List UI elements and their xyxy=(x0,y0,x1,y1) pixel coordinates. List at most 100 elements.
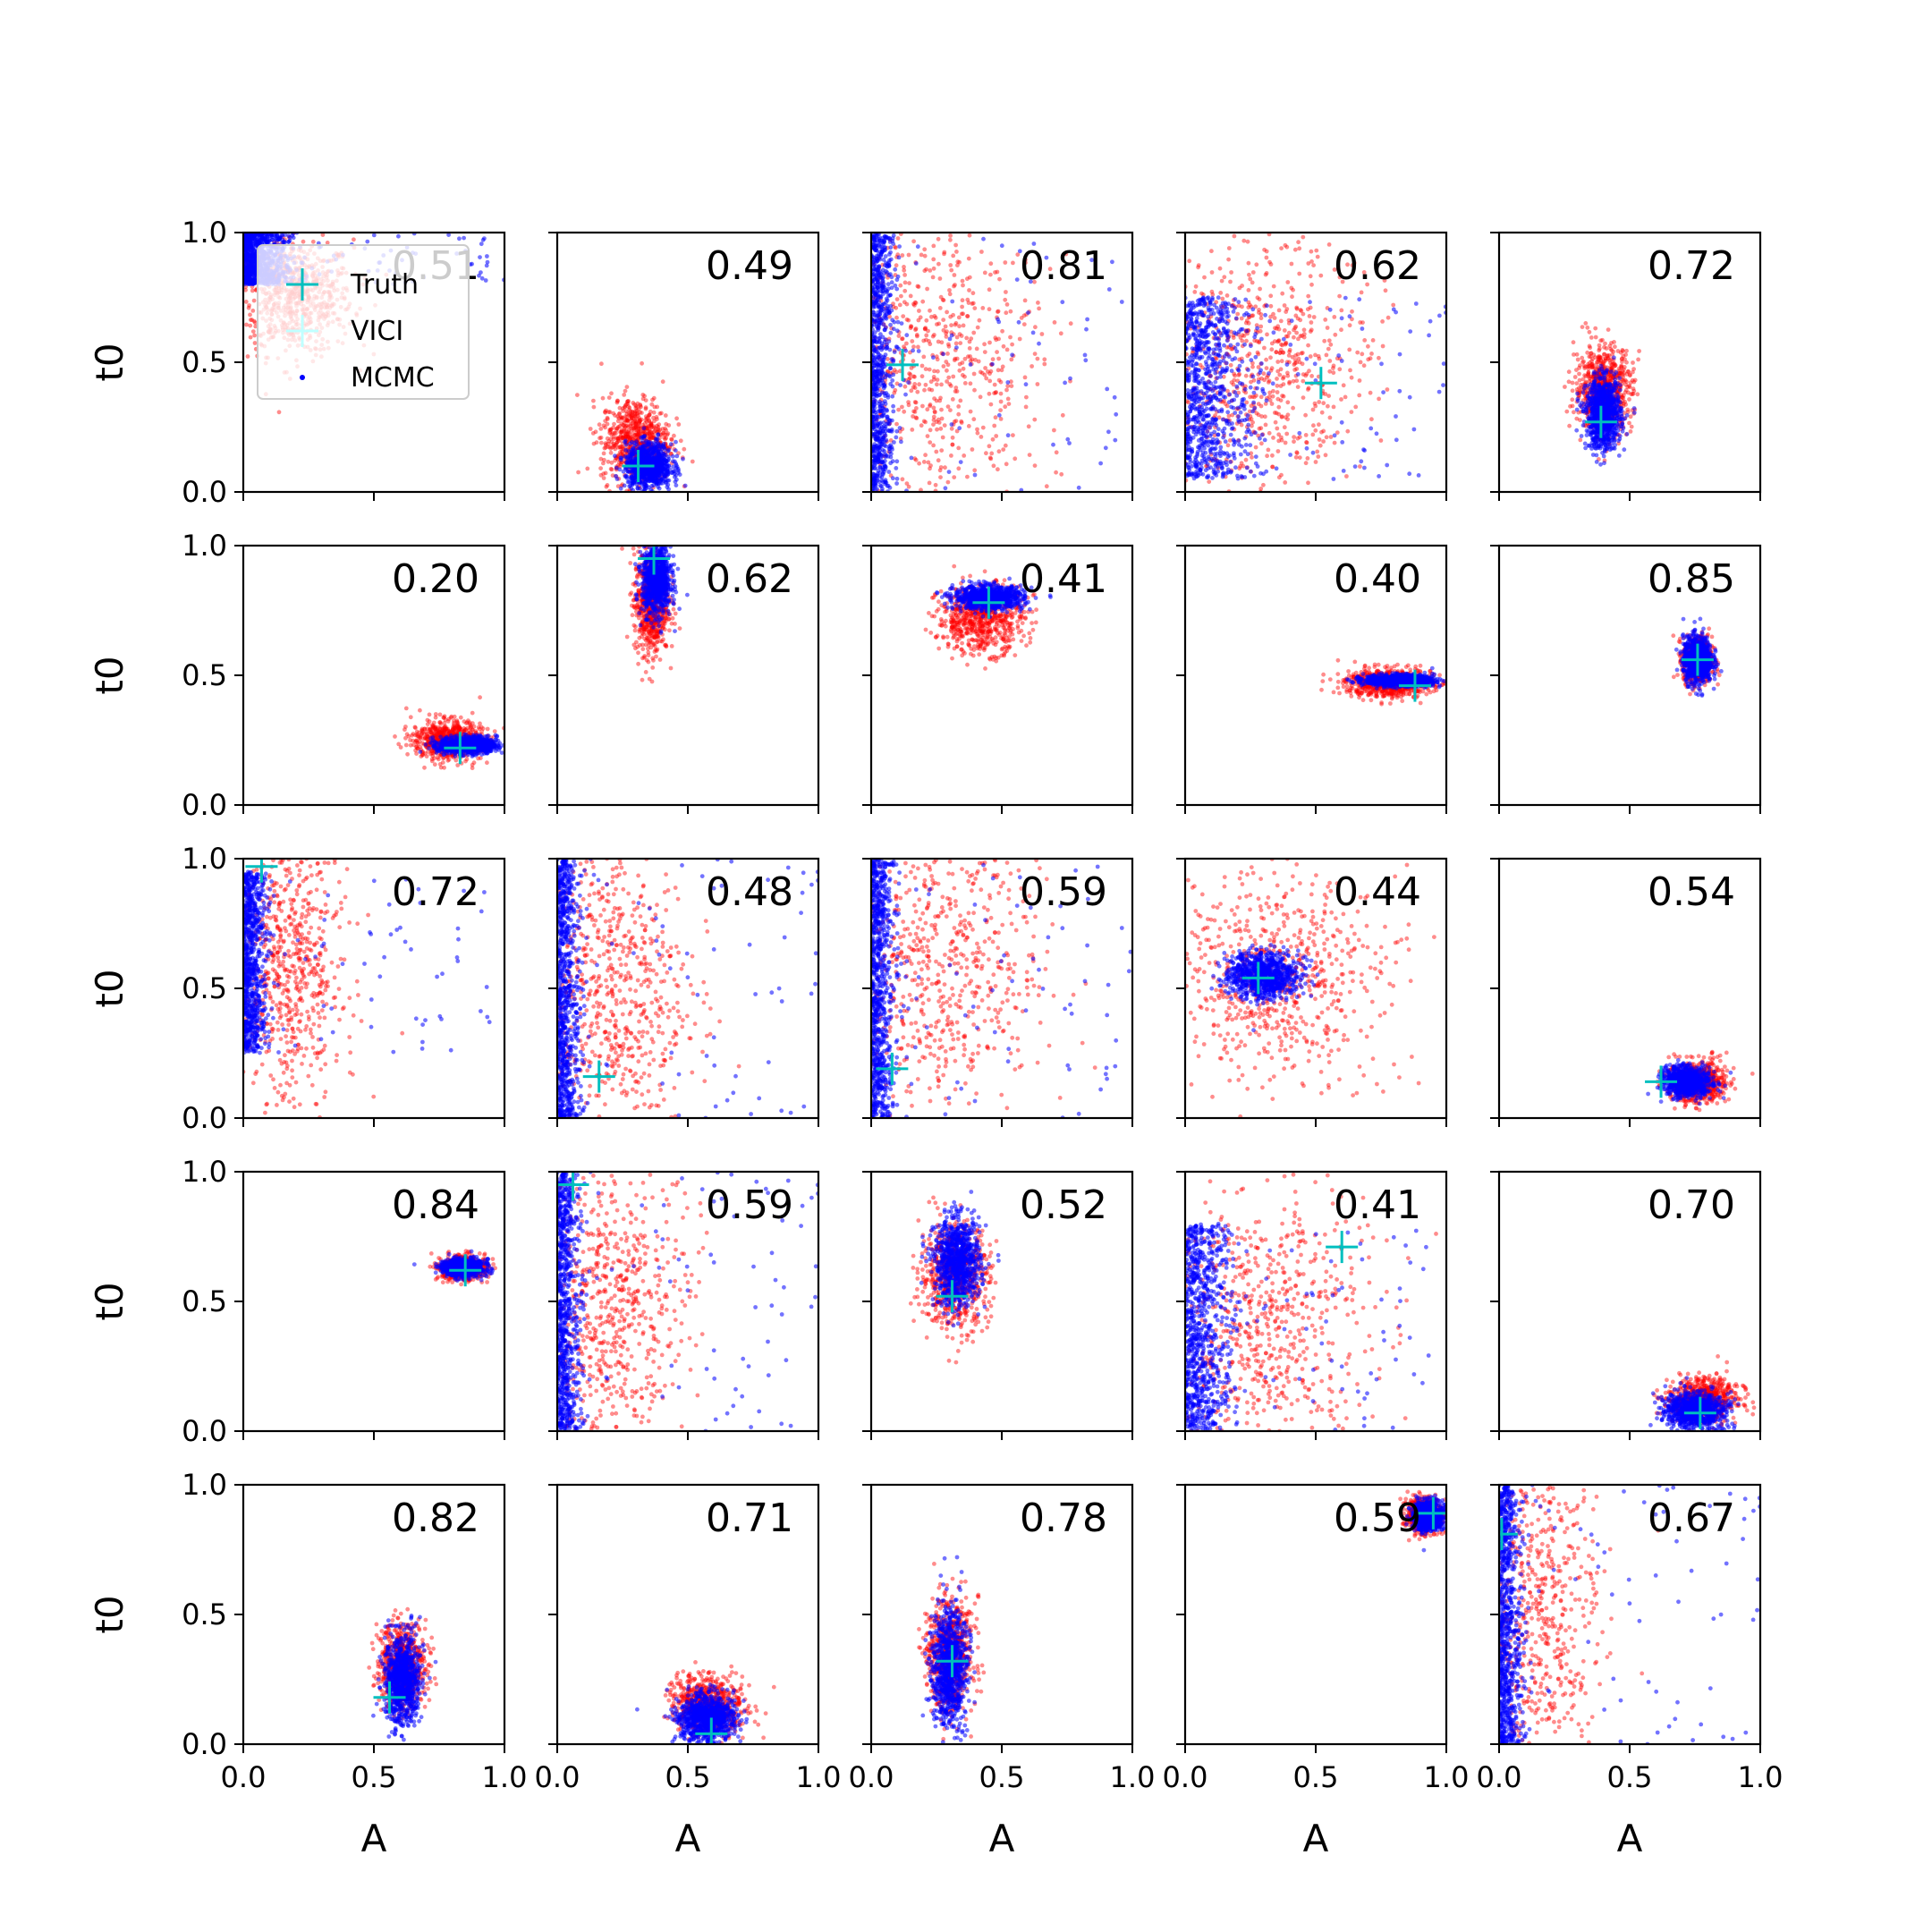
vici-point xyxy=(585,466,590,471)
mcmc-point xyxy=(659,446,664,452)
vici-point xyxy=(608,450,614,455)
vici-point xyxy=(948,237,953,242)
mcmc-point xyxy=(946,470,952,474)
vici-point xyxy=(983,366,987,370)
vici-point xyxy=(943,465,947,470)
vici-point xyxy=(913,301,919,306)
mcmc-point xyxy=(623,442,629,447)
vici-point xyxy=(1262,377,1267,383)
mcmc-point xyxy=(911,348,915,353)
vici-point xyxy=(1013,456,1018,462)
vici-point xyxy=(960,360,965,365)
mcmc-point xyxy=(878,251,884,257)
mcmc-point xyxy=(876,285,881,290)
vici-point xyxy=(663,426,667,431)
vici-point xyxy=(1201,292,1206,297)
vici-point xyxy=(625,434,631,439)
vici-point xyxy=(1282,303,1287,308)
vici-point xyxy=(1287,349,1292,354)
vici-point xyxy=(636,428,641,434)
vici-point xyxy=(612,421,616,427)
mcmc-point xyxy=(1103,445,1108,451)
vici-point xyxy=(940,297,945,302)
vici-point xyxy=(928,379,934,385)
vici-point xyxy=(630,421,635,426)
vici-point xyxy=(625,435,630,440)
vici-point xyxy=(1246,321,1251,326)
vici-point xyxy=(617,445,623,450)
vici-point xyxy=(998,408,1003,412)
vici-point xyxy=(591,404,597,410)
vici-point xyxy=(945,368,949,373)
vici-point xyxy=(631,426,636,431)
mcmc-point xyxy=(1005,380,1011,385)
vici-point xyxy=(923,419,928,425)
mcmc-point xyxy=(244,237,250,242)
mcmc-point xyxy=(248,248,253,252)
vici-point xyxy=(1017,336,1022,342)
mcmc-point xyxy=(878,452,883,457)
vici-point xyxy=(649,432,655,437)
vici-point xyxy=(1337,293,1342,299)
mcmc-point xyxy=(873,415,878,419)
vici-point xyxy=(1004,302,1010,307)
mcmc-point xyxy=(883,254,888,258)
mcmc-point xyxy=(873,436,878,441)
vici-point xyxy=(628,423,633,428)
vici-point xyxy=(894,263,899,268)
mcmc-point xyxy=(1089,258,1094,263)
mcmc-point xyxy=(894,466,899,470)
vici-point xyxy=(918,315,923,320)
vici-point xyxy=(904,301,910,307)
vici-point xyxy=(990,357,996,361)
vici-point xyxy=(1271,311,1275,317)
vici-point xyxy=(1243,320,1249,326)
vici-point xyxy=(637,419,642,424)
mcmc-point xyxy=(622,483,627,488)
mcmc-point xyxy=(880,409,885,413)
mcmc-point xyxy=(1060,300,1065,305)
mcmc-point xyxy=(891,409,896,414)
mcmc-point xyxy=(245,267,250,273)
vici-point xyxy=(1292,247,1298,252)
mcmc-point xyxy=(996,317,1000,322)
vici-point xyxy=(1276,404,1282,410)
mcmc-point xyxy=(877,339,882,343)
vici-point xyxy=(939,407,944,412)
vici-point xyxy=(619,429,623,435)
vici-point xyxy=(633,426,638,430)
vici-point xyxy=(950,435,955,440)
vici-point xyxy=(640,396,646,402)
mcmc-point xyxy=(614,465,619,470)
vici-point xyxy=(1285,334,1291,339)
vici-point xyxy=(953,242,958,248)
mcmc-point xyxy=(903,392,908,397)
mcmc-point xyxy=(1110,259,1114,265)
vici-point xyxy=(949,323,953,327)
vici-point xyxy=(638,402,643,407)
vici-point xyxy=(630,436,635,441)
vici-point xyxy=(898,283,903,288)
vici-point xyxy=(1209,289,1215,294)
vici-point xyxy=(614,426,620,431)
vici-point xyxy=(632,411,638,417)
mcmc-point xyxy=(886,421,892,427)
vici-point xyxy=(627,430,631,436)
vici-point xyxy=(619,445,624,449)
vici-point xyxy=(1365,282,1369,287)
mcmc-point xyxy=(623,474,628,479)
vici-point xyxy=(634,422,639,427)
vici-point xyxy=(637,419,642,424)
vici-point xyxy=(1257,426,1262,431)
mcmc-point xyxy=(1106,429,1111,435)
vici-point xyxy=(648,421,654,427)
vici-point xyxy=(633,421,638,427)
vici-point xyxy=(1313,352,1318,358)
vici-point xyxy=(1314,248,1319,253)
vici-point xyxy=(635,417,640,421)
vici-point xyxy=(926,328,930,334)
vici-point xyxy=(936,339,941,344)
vici-point xyxy=(1255,350,1260,355)
vici-point xyxy=(598,435,604,440)
mcmc-point xyxy=(646,448,651,453)
